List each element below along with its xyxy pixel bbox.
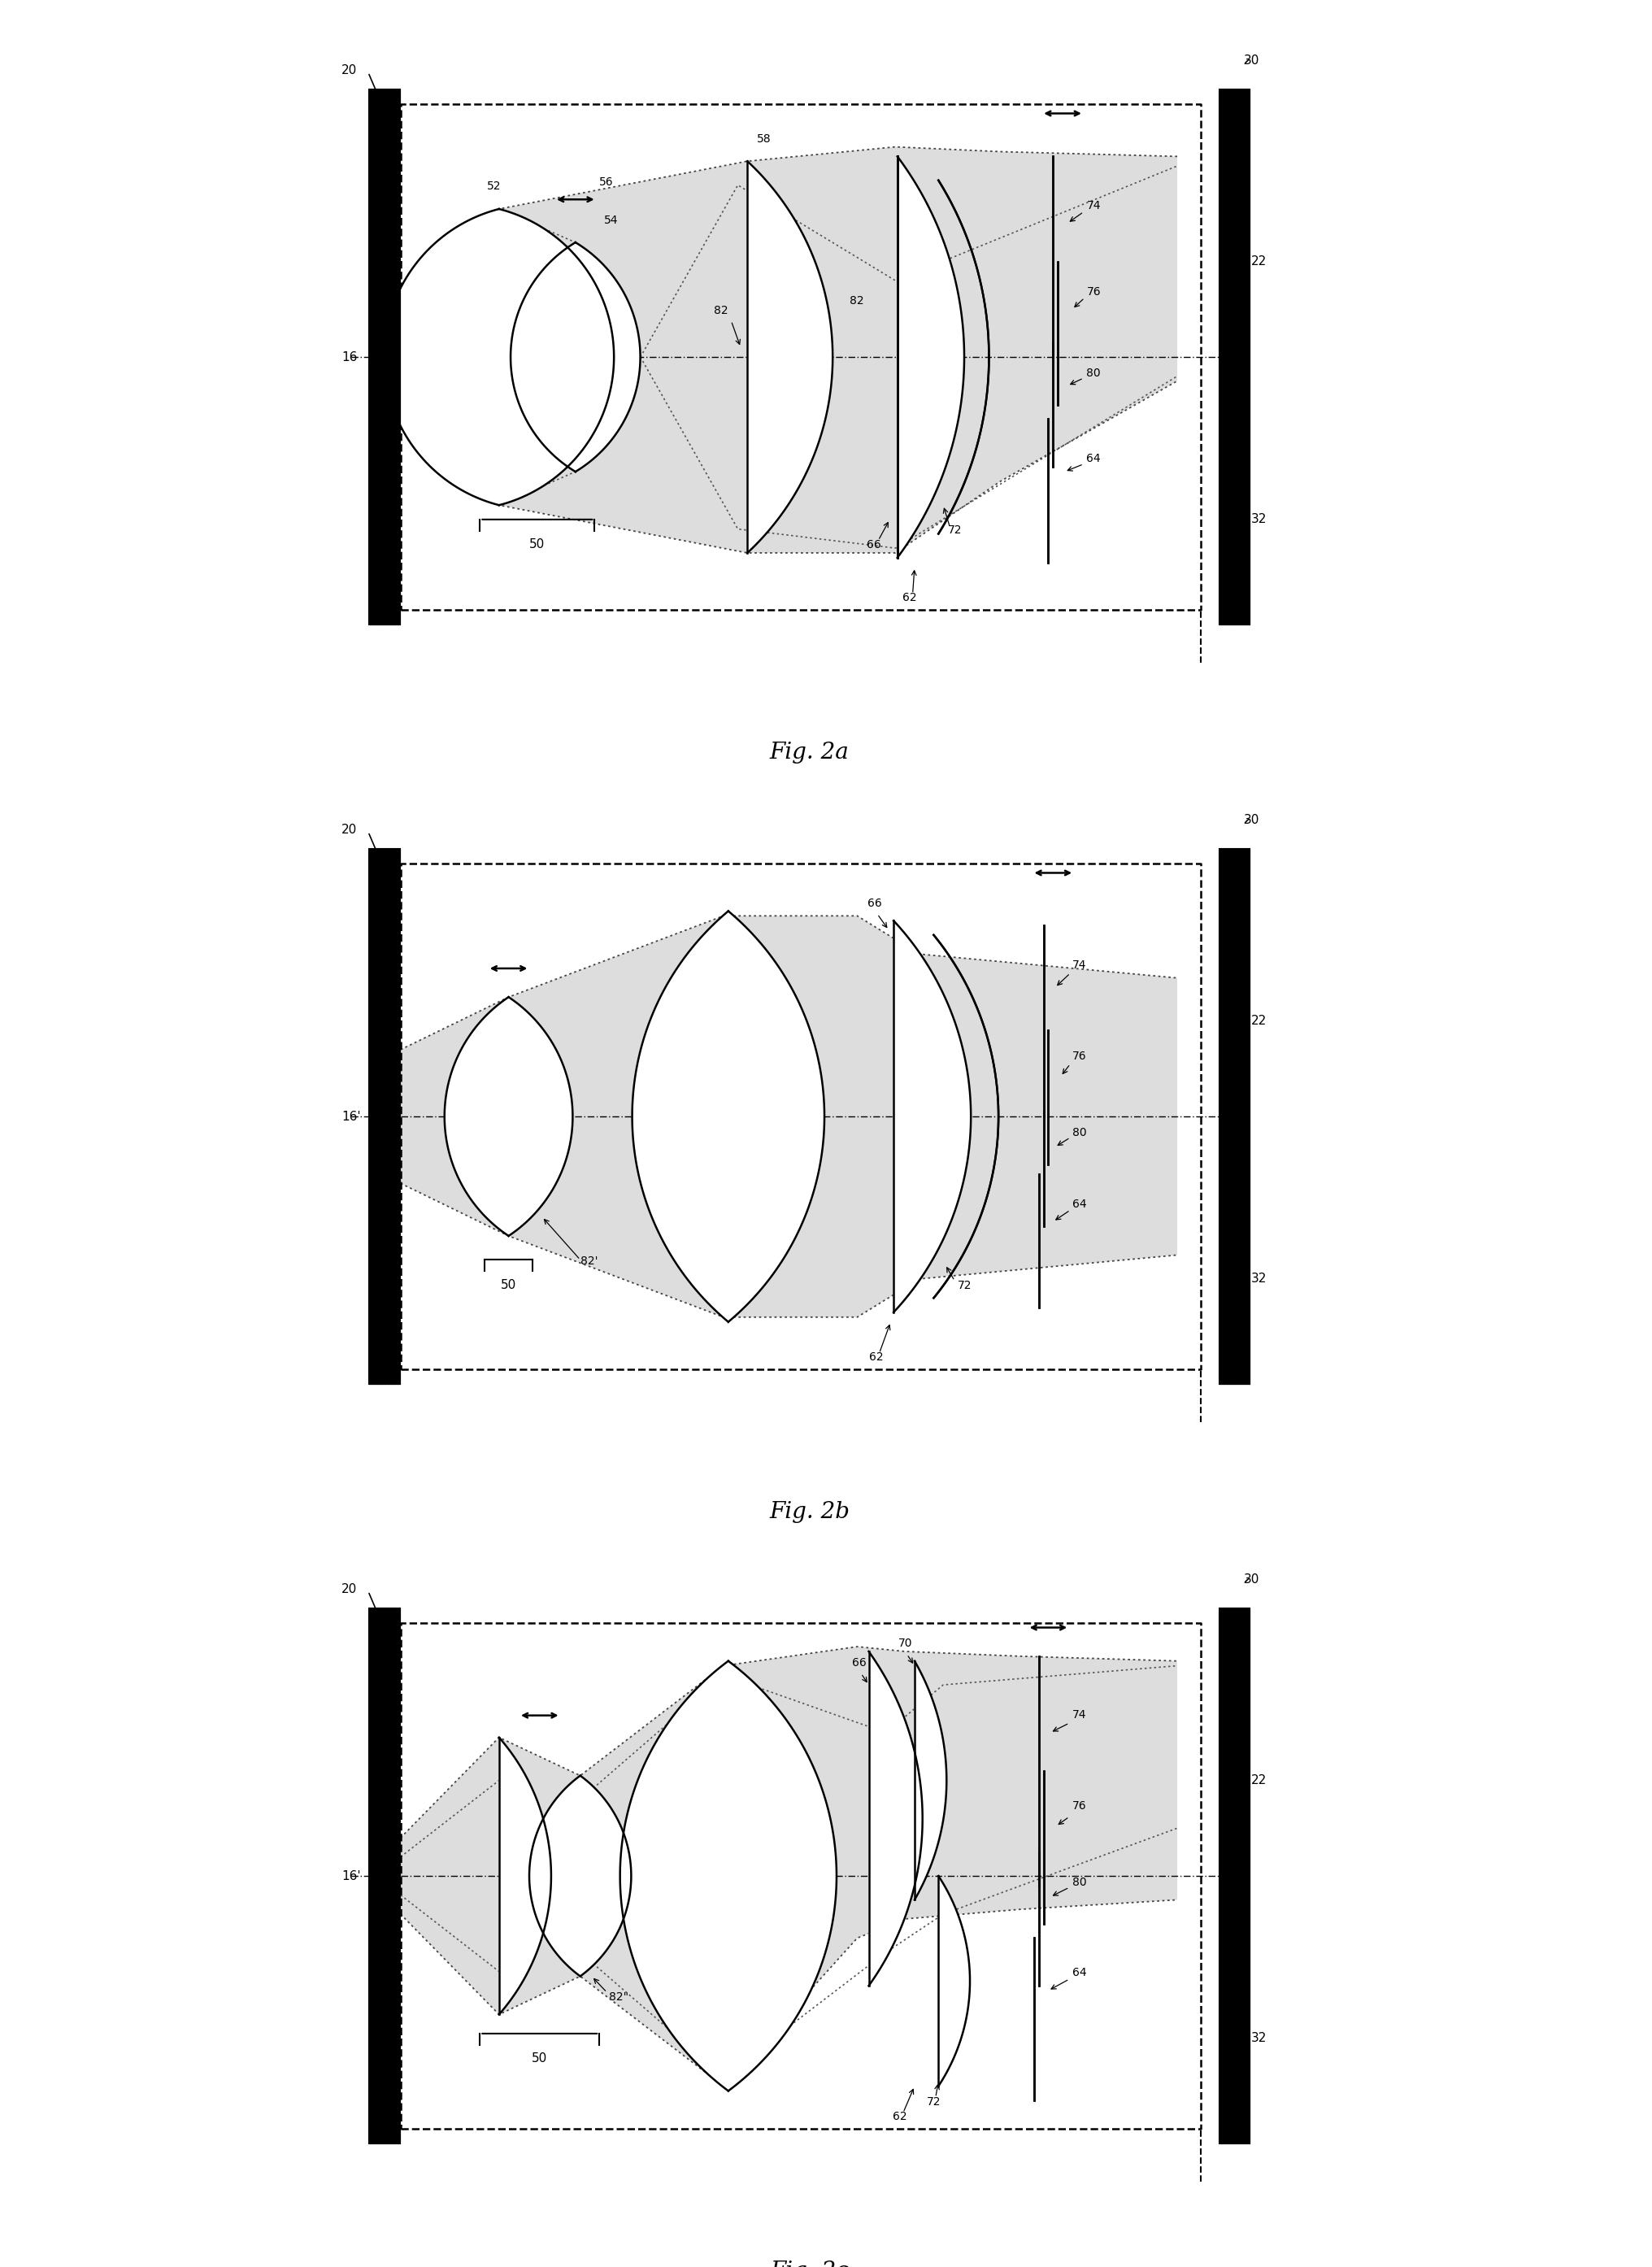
Text: 74: 74: [1087, 199, 1100, 211]
FancyBboxPatch shape: [368, 1610, 400, 2145]
Text: 16: 16: [342, 351, 357, 363]
Text: 70: 70: [930, 306, 945, 317]
Text: 30: 30: [1244, 54, 1260, 68]
Polygon shape: [401, 1646, 1178, 2086]
Text: 76: 76: [1072, 1800, 1087, 1811]
Polygon shape: [385, 209, 615, 506]
Polygon shape: [529, 1775, 631, 1977]
Text: 56: 56: [600, 177, 613, 188]
Text: Fig. 2c: Fig. 2c: [770, 2260, 849, 2267]
Polygon shape: [938, 181, 990, 533]
Text: 76: 76: [1087, 286, 1100, 297]
Text: 76: 76: [1072, 1050, 1087, 1061]
Text: 70: 70: [930, 1065, 943, 1077]
Text: 50: 50: [532, 2052, 547, 2065]
Text: 32: 32: [1251, 512, 1267, 526]
Polygon shape: [401, 147, 1178, 553]
Polygon shape: [894, 920, 971, 1313]
Text: 52: 52: [487, 181, 501, 193]
Text: 54: 54: [605, 215, 618, 227]
Polygon shape: [915, 1662, 947, 1900]
Polygon shape: [938, 1877, 970, 2086]
Text: 72: 72: [927, 2097, 940, 2108]
Text: 80: 80: [1072, 1127, 1087, 1138]
Polygon shape: [633, 911, 824, 1322]
FancyBboxPatch shape: [1219, 88, 1251, 623]
Text: 72: 72: [948, 526, 961, 537]
Polygon shape: [620, 1662, 836, 2090]
Text: 22: 22: [1251, 1775, 1267, 1786]
Text: 80: 80: [1087, 367, 1100, 379]
Text: 20: 20: [342, 63, 357, 77]
Text: 74: 74: [1072, 1709, 1087, 1721]
Polygon shape: [510, 243, 641, 472]
Text: 30: 30: [1244, 814, 1260, 827]
Polygon shape: [401, 916, 1178, 1317]
Text: 16': 16': [342, 1111, 360, 1122]
Text: 66: 66: [866, 540, 881, 551]
Text: 66: 66: [867, 898, 882, 909]
Text: 74: 74: [1072, 959, 1087, 970]
FancyBboxPatch shape: [1219, 1610, 1251, 2145]
Text: 50: 50: [529, 537, 545, 551]
Polygon shape: [499, 1737, 552, 2015]
FancyBboxPatch shape: [1219, 848, 1251, 1383]
Text: 82: 82: [714, 306, 729, 317]
Polygon shape: [897, 156, 965, 558]
Polygon shape: [933, 934, 998, 1299]
Text: Fig. 2b: Fig. 2b: [770, 1501, 849, 1523]
Text: 82': 82': [580, 1256, 598, 1267]
Text: 20: 20: [342, 1582, 357, 1596]
Text: 30: 30: [1244, 1573, 1260, 1587]
Text: 62: 62: [869, 1351, 884, 1362]
Text: 80: 80: [1072, 1877, 1087, 1888]
Text: 32: 32: [1251, 1272, 1267, 1285]
Text: 22: 22: [1251, 256, 1267, 268]
Text: 82": 82": [610, 1990, 628, 2002]
Text: 16': 16': [342, 1870, 360, 1882]
Text: 64: 64: [1072, 1968, 1087, 1979]
Text: 64: 64: [1072, 1199, 1087, 1211]
Text: 22: 22: [1251, 1016, 1267, 1027]
FancyBboxPatch shape: [368, 88, 400, 623]
Text: 72: 72: [958, 1279, 971, 1290]
Text: 58: 58: [757, 134, 771, 145]
Text: 82: 82: [849, 295, 864, 306]
Text: 32: 32: [1251, 2031, 1267, 2045]
Polygon shape: [444, 997, 573, 1236]
Text: Fig. 2a: Fig. 2a: [770, 741, 849, 764]
Text: 62: 62: [894, 2111, 907, 2122]
Polygon shape: [747, 161, 833, 553]
Text: 70: 70: [899, 1637, 912, 1648]
Text: 66: 66: [852, 1657, 866, 1669]
FancyBboxPatch shape: [368, 848, 400, 1383]
Polygon shape: [869, 1650, 922, 1986]
Text: 20: 20: [342, 823, 357, 837]
Text: 50: 50: [501, 1279, 517, 1290]
Text: 62: 62: [902, 592, 917, 603]
Text: 64: 64: [1087, 453, 1100, 465]
